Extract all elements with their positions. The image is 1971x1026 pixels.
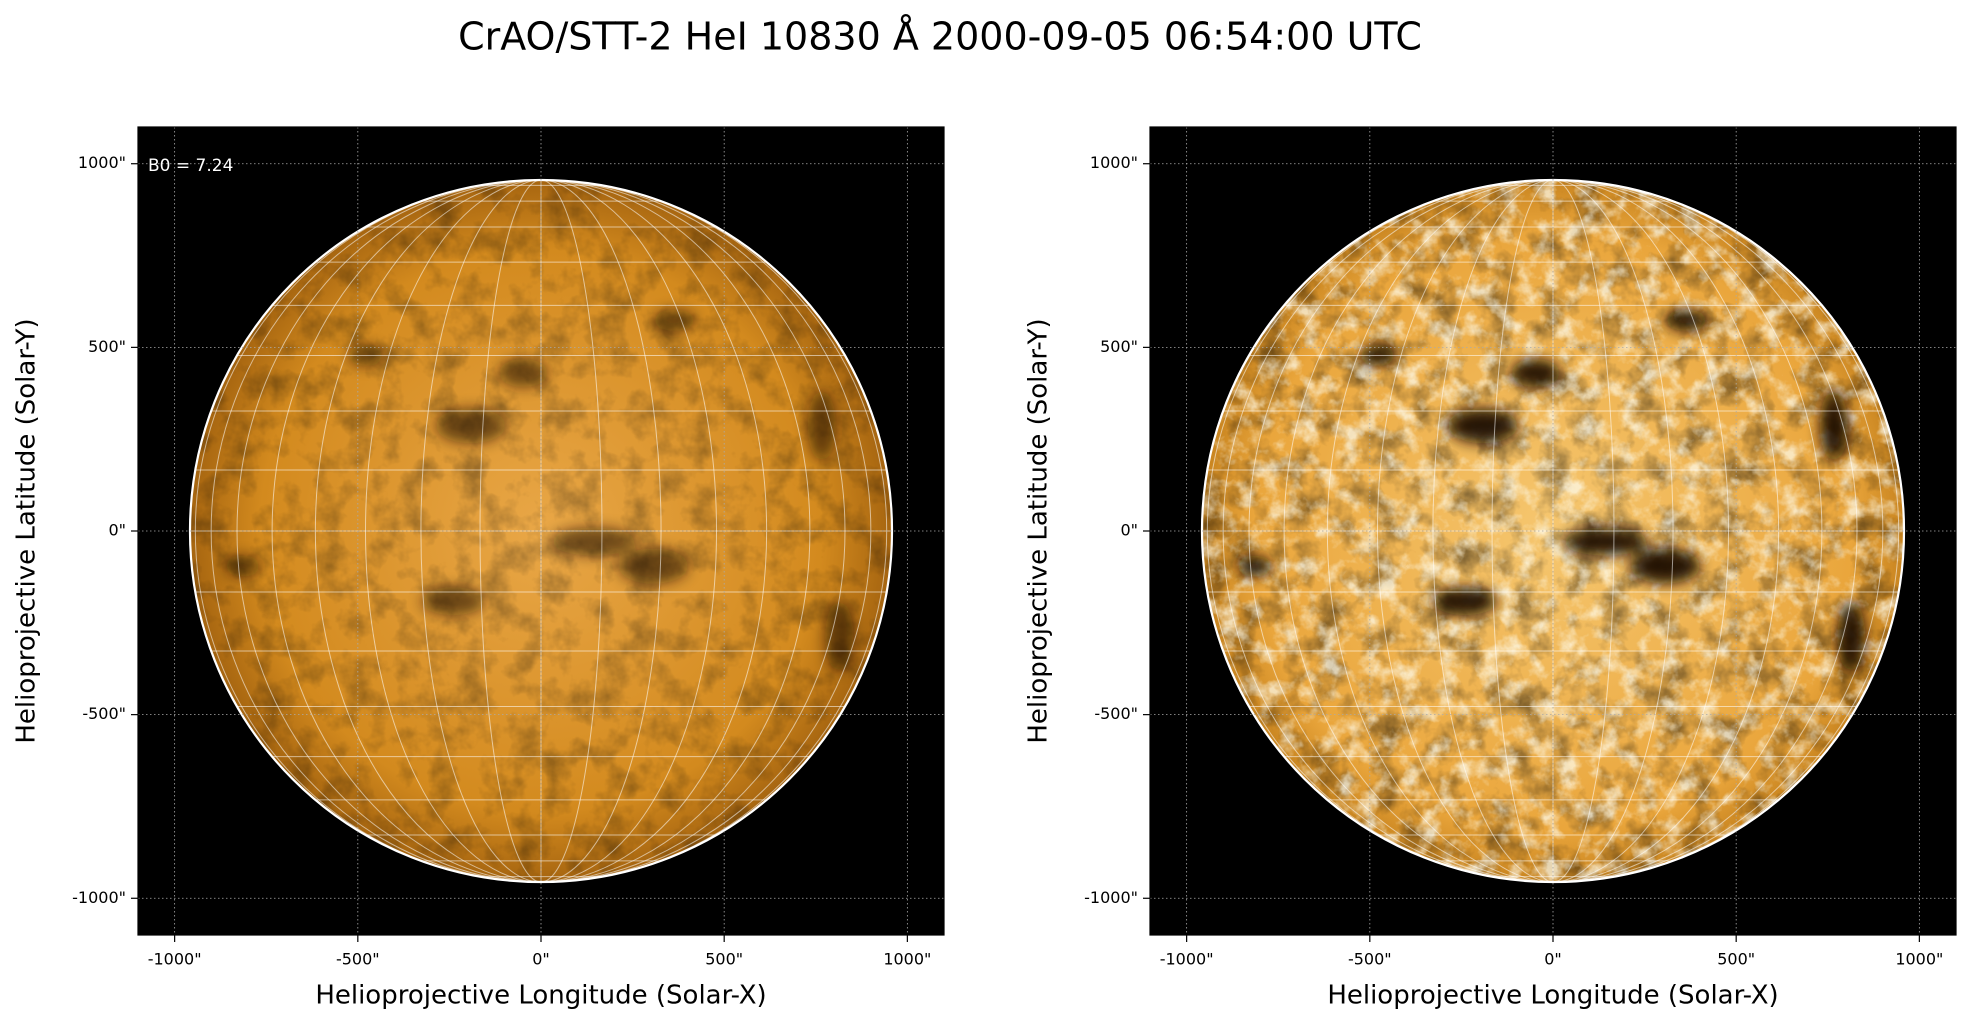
x-tick-label: 500" <box>705 950 743 969</box>
filament <box>435 408 506 444</box>
y-tick-label: 500" <box>88 337 126 356</box>
x-tick-label: 0" <box>532 950 550 969</box>
filament <box>618 548 689 584</box>
filament <box>1837 601 1866 672</box>
filament <box>1665 309 1708 331</box>
filament <box>825 601 854 672</box>
filament <box>1510 359 1561 388</box>
x-axis-label: Helioprojective Longitude (Solar-X) <box>1327 981 1778 1011</box>
y-tick-label: 1000" <box>78 153 126 172</box>
x-axis-label: Helioprojective Longitude (Solar-X) <box>315 981 766 1011</box>
filament <box>551 527 636 556</box>
filament <box>1563 527 1648 556</box>
y-tick-label: 0" <box>1120 521 1138 540</box>
filament <box>1237 555 1273 577</box>
x-tick-label: -500" <box>336 950 380 969</box>
y-tick-label: 1000" <box>1090 153 1138 172</box>
annotation: B0 = 7.24 <box>148 156 233 176</box>
filament <box>1433 587 1497 616</box>
axes-frame <box>137 126 945 936</box>
filament <box>653 309 696 331</box>
y-tick-label: 500" <box>1100 337 1138 356</box>
x-tick-label: 500" <box>1717 950 1755 969</box>
y-tick-label: -1000" <box>72 888 126 907</box>
filament <box>807 390 836 461</box>
y-tick-label: -500" <box>1094 704 1138 723</box>
filament <box>1819 390 1848 461</box>
y-axis-label: Helioprojective Latitude (Solar-Y) <box>12 318 42 743</box>
axes-frame <box>1149 126 1957 936</box>
y-tick-label: -500" <box>82 704 126 723</box>
panel: -1000" -500" 0" 500" 1000" -1000" -500" 0" 500" 1… <box>12 126 945 1011</box>
x-tick-label: 1000" <box>1895 950 1943 969</box>
figure-title: CrAO/STT-2 HeI 10830 Å 2000-09-05 06:54:… <box>458 15 1422 59</box>
filaments <box>1237 309 1866 672</box>
x-tick-label: -1000" <box>1160 950 1214 969</box>
x-tick-label: 0" <box>1544 950 1562 969</box>
x-tick-label: 1000" <box>883 950 931 969</box>
panel: -1000" -500" 0" 500" 1000" -1000" -500" 0" 500" 1… <box>1024 126 1957 1011</box>
y-axis-label: Helioprojective Latitude (Solar-Y) <box>1024 318 1054 743</box>
filament <box>498 359 549 388</box>
y-tick-label: 0" <box>108 521 126 540</box>
filament <box>225 555 261 577</box>
x-tick-label: -1000" <box>148 950 202 969</box>
filament <box>1447 408 1518 444</box>
x-tick-label: -500" <box>1348 950 1392 969</box>
y-tick-label: -1000" <box>1084 888 1138 907</box>
filament <box>1630 548 1701 584</box>
filament <box>421 587 485 616</box>
